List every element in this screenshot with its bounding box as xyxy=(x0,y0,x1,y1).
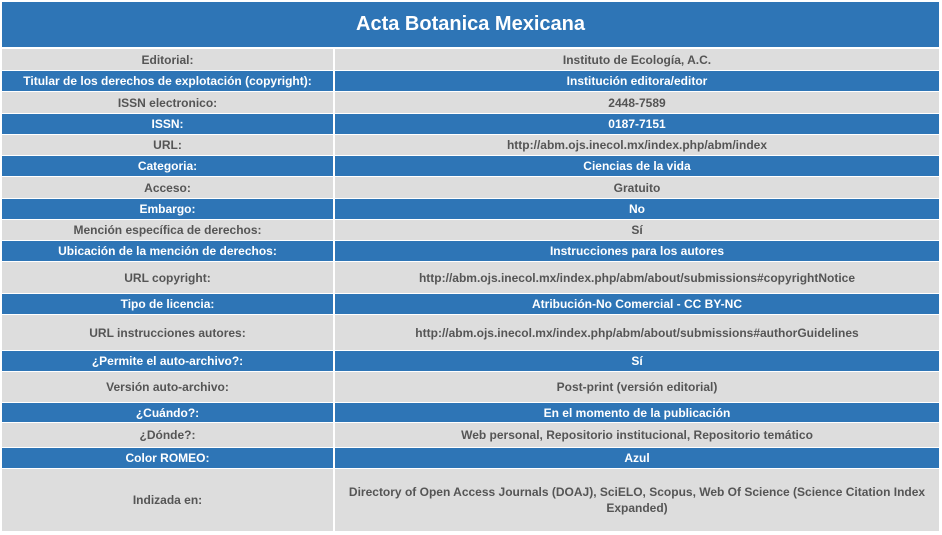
row-category: Categoria: Ciencias de la vida xyxy=(2,156,939,176)
row-value: Ciencias de la vida xyxy=(335,156,939,176)
row-label: Categoria: xyxy=(2,156,333,176)
row-label: Embargo: xyxy=(2,199,333,219)
row-label: URL instrucciones autores: xyxy=(2,315,333,350)
row-value: Gratuito xyxy=(335,177,939,198)
row-label: Mención específica de derechos: xyxy=(2,220,333,240)
row-label: URL: xyxy=(2,135,333,155)
row-license-type: Tipo de licencia: Atribución-No Comercia… xyxy=(2,294,939,314)
row-value: Institución editora/editor xyxy=(335,71,939,91)
row-value: Web personal, Repositorio institucional,… xyxy=(335,423,939,447)
row-copyright-holder: Titular de los derechos de explotación (… xyxy=(2,71,939,91)
row-url: URL: http://abm.ojs.inecol.mx/index.php/… xyxy=(2,135,939,155)
row-rights-location: Ubicación de la mención de derechos: Ins… xyxy=(2,241,939,261)
row-url-author-guidelines: URL instrucciones autores: http://abm.oj… xyxy=(2,315,939,350)
row-access: Acceso: Gratuito xyxy=(2,177,939,198)
row-romeo-color: Color ROMEO: Azul xyxy=(2,448,939,468)
row-label: ¿Cuándo?: xyxy=(2,403,333,422)
row-label: Versión auto-archivo: xyxy=(2,372,333,402)
row-value: Atribución-No Comercial - CC BY-NC xyxy=(335,294,939,314)
row-url-copyright: URL copyright: http://abm.ojs.inecol.mx/… xyxy=(2,262,939,293)
row-value: http://abm.ojs.inecol.mx/index.php/abm/a… xyxy=(335,315,939,350)
row-label: URL copyright: xyxy=(2,262,333,293)
row-issn-electronic: ISSN electronico: 2448-7589 xyxy=(2,92,939,113)
row-value: Instituto de Ecología, A.C. xyxy=(335,49,939,70)
row-self-archiving-version: Versión auto-archivo: Post-print (versió… xyxy=(2,372,939,402)
row-label: Indizada en: xyxy=(2,469,333,531)
row-embargo: Embargo: No xyxy=(2,199,939,219)
row-value: http://abm.ojs.inecol.mx/index.php/abm/a… xyxy=(335,262,939,293)
row-indexed-in: Indizada en: Directory of Open Access Jo… xyxy=(2,469,939,531)
row-value: Directory of Open Access Journals (DOAJ)… xyxy=(335,469,939,531)
journal-title: Acta Botanica Mexicana xyxy=(2,2,939,47)
row-when: ¿Cuándo?: En el momento de la publicació… xyxy=(2,403,939,422)
row-value: 2448-7589 xyxy=(335,92,939,113)
row-where: ¿Dónde?: Web personal, Repositorio insti… xyxy=(2,423,939,447)
row-value: No xyxy=(335,199,939,219)
row-value: http://abm.ojs.inecol.mx/index.php/abm/i… xyxy=(335,135,939,155)
row-label: Titular de los derechos de explotación (… xyxy=(2,71,333,91)
row-label: ISSN: xyxy=(2,114,333,134)
row-label: Acceso: xyxy=(2,177,333,198)
row-rights-mention: Mención específica de derechos: Sí xyxy=(2,220,939,240)
row-label: ISSN electronico: xyxy=(2,92,333,113)
row-self-archiving: ¿Permite el auto-archivo?: Sí xyxy=(2,351,939,371)
row-label: Editorial: xyxy=(2,49,333,70)
row-label: ¿Dónde?: xyxy=(2,423,333,447)
row-label: Color ROMEO: xyxy=(2,448,333,468)
row-value: Sí xyxy=(335,351,939,371)
row-editorial: Editorial: Instituto de Ecología, A.C. xyxy=(2,49,939,70)
row-value: Sí xyxy=(335,220,939,240)
row-value: Azul xyxy=(335,448,939,468)
row-value: Post-print (versión editorial) xyxy=(335,372,939,402)
row-label: ¿Permite el auto-archivo?: xyxy=(2,351,333,371)
row-label: Tipo de licencia: xyxy=(2,294,333,314)
row-label: Ubicación de la mención de derechos: xyxy=(2,241,333,261)
row-value: Instrucciones para los autores xyxy=(335,241,939,261)
row-issn: ISSN: 0187-7151 xyxy=(2,114,939,134)
row-value: En el momento de la publicación xyxy=(335,403,939,422)
row-value: 0187-7151 xyxy=(335,114,939,134)
